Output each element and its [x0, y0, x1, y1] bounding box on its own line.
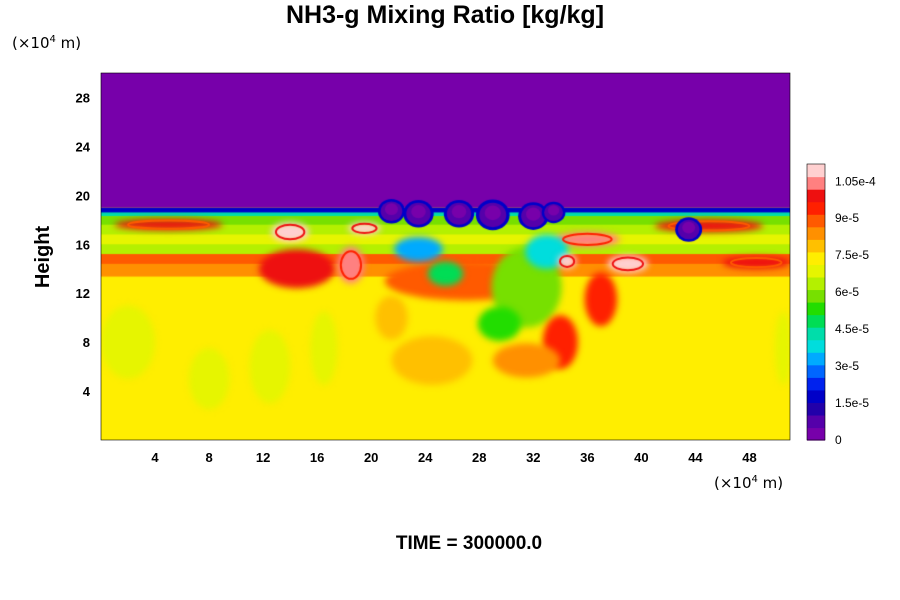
colorbar-swatch — [807, 402, 825, 416]
colorbar-swatch — [807, 289, 825, 303]
x-tick-label: 36 — [580, 450, 594, 465]
x-tick-label: 24 — [418, 450, 433, 465]
colorbar-swatch — [807, 302, 825, 316]
x-tick-label: 28 — [472, 450, 486, 465]
x-tick-label: 20 — [364, 450, 378, 465]
x-axis-ticks: 4 8 12 16 20 24 28 32 36 40 44 48 — [151, 450, 756, 465]
colorbar-swatch — [807, 364, 825, 378]
colorbar-swatch — [807, 189, 825, 203]
colorbar-swatch — [807, 377, 825, 391]
colorbar-tick-label: 3e-5 — [835, 359, 859, 373]
colorbar-swatch — [807, 314, 825, 328]
colorbar-swatch — [807, 251, 825, 265]
colorbar-swatch — [807, 176, 825, 190]
colorbar-swatch — [807, 389, 825, 403]
x-tick-label: 40 — [634, 450, 648, 465]
y-axis-ticks: 4 8 12 16 20 24 28 — [76, 90, 91, 399]
x-axis-unit: (×104 m) — [714, 474, 783, 492]
colorbar-swatch — [807, 264, 825, 278]
y-tick-label: 16 — [76, 237, 90, 252]
colorbar-tick-label: 0 — [835, 433, 842, 447]
plot-area — [100, 72, 791, 441]
colorbar-tick-label: 1.05e-4 — [835, 174, 876, 188]
x-tick-label: 48 — [742, 450, 756, 465]
y-tick-label: 12 — [76, 286, 90, 301]
colorbar-swatch — [807, 276, 825, 291]
colorbar-swatch — [807, 327, 825, 341]
colorbar-swatch — [807, 239, 825, 253]
colorbar-tick-label: 9e-5 — [835, 211, 859, 225]
plot-frame — [100, 72, 791, 441]
time-footer: TIME = 300000.0 — [396, 533, 542, 554]
x-tick-label: 12 — [256, 450, 270, 465]
colorbar-tick-label: 6e-5 — [835, 285, 859, 299]
x-tick-label: 32 — [526, 450, 540, 465]
colorbar — [806, 163, 826, 441]
y-tick-label: 24 — [76, 139, 91, 154]
y-axis-label: Height — [32, 226, 54, 289]
y-axis-unit: (×104 m) — [12, 34, 81, 52]
colorbar-swatch — [807, 427, 825, 441]
colorbar-swatch — [807, 339, 825, 353]
colorbar-tick-label: 7.5e-5 — [835, 248, 869, 262]
colorbar-tick-label: 4.5e-5 — [835, 322, 869, 336]
colorbar-frame — [806, 163, 826, 441]
colorbar-swatch — [807, 214, 825, 228]
colorbar-swatch — [807, 352, 825, 366]
colorbar-tick-label: 1.5e-5 — [835, 396, 869, 410]
mixing-ratio-field — [101, 73, 790, 440]
colorbar-swatch — [807, 414, 825, 429]
colorbar-ticks: 0 1.5e-5 3e-5 4.5e-5 6e-5 7.5e-5 9e-5 1.05e-4 — [835, 174, 876, 447]
x-tick-label: 8 — [205, 450, 212, 465]
x-tick-label: 16 — [310, 450, 324, 465]
y-tick-label: 8 — [83, 335, 90, 350]
y-tick-label: 20 — [76, 188, 90, 203]
colorbar-swatch — [807, 164, 825, 178]
y-tick-label: 4 — [83, 384, 91, 399]
x-tick-label: 44 — [688, 450, 703, 465]
chart-title: NH3-g Mixing Ratio [kg/kg] — [286, 1, 604, 29]
colorbar-swatch — [807, 201, 825, 215]
x-tick-label: 4 — [151, 450, 159, 465]
colorbar-swatch — [807, 226, 825, 240]
y-tick-label: 28 — [76, 90, 90, 105]
